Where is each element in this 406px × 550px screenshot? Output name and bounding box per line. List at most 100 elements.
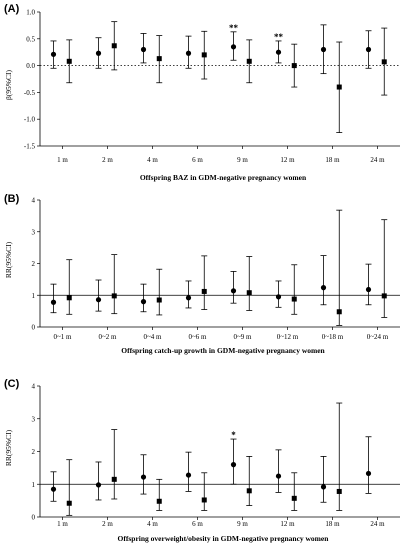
panel-b-ytick-label: 4 [32,197,36,205]
panel-a-ytick-label: 0.5 [26,35,35,43]
panel-b-ytick-label: 0 [32,324,36,332]
panel-c-point-circle [140,474,147,480]
panel-c-ytick-label: 1 [32,481,36,489]
panel-c-point-square [291,495,297,501]
panel-c-xlabel: Offspring overweight/obesity in GDM-nega… [118,534,330,543]
panel-b: (B) RR(95%CI) Offspring catch-up growth … [4,193,400,355]
panel-a-xlabel: Offspring BAZ in GDM-negative pregnancy … [140,173,307,182]
panel-b-xtick-label: 0~2 m [99,333,118,341]
panel-c-xtick-label: 2 m [102,520,113,528]
panel-a-point-circle [140,46,147,53]
panel-b-point-circle [320,285,327,291]
panel-b-marks: 0 1 2 3 4 0~1 m 0~2 m 0~4 m 0~6 m 0~9 m 0~12 m 0~18… [32,197,400,341]
panel-b-point-square [156,297,162,303]
panel-a-point-square [156,56,162,62]
panel-b-xtick-label: 0~24 m [367,333,389,341]
panel-c-xtick-label: 6 m [192,520,203,528]
panel-c-ytick-label: 3 [32,415,36,423]
panel-c-point-square [66,500,72,506]
panel-a-point-circle [320,46,327,53]
panel-c-ytick-label: 2 [32,448,36,456]
panel-a-point-square [111,43,117,49]
panel-b-xlabel: Offspring catch-up growth in GDM-negativ… [121,346,325,355]
panel-c: (C) RR(95%CI) Offspring overweight/obesi… [4,378,400,543]
panel-a-letter: (A) [4,3,20,15]
panel-a-xtick-label: 9 m [237,156,248,164]
panel-a-xtick-label: 4 m [147,156,158,164]
panel-b-xtick-label: 0~12 m [277,333,299,341]
panel-b-point-square [336,309,342,315]
panel-c-point-circle [275,473,282,479]
panel-c-point-square [201,497,207,503]
panel-c-xtick-label: 18 m [325,520,340,528]
panel-b-point-circle [50,299,57,305]
panel-c-letter: (C) [4,378,20,390]
panel-a-point-circle [95,50,102,56]
panel-c-point-circle [230,462,237,468]
panel-c-point-circle [365,470,372,477]
panel-b-point-square [381,293,387,299]
panel-a-ytick-label: -1.5 [24,143,36,151]
panel-a-point-circle [185,50,192,56]
panel-b-point-circle [140,299,147,305]
panel-b-point-square [246,290,252,296]
panel-c-xtick-label: 12 m [280,520,295,528]
panel-a-point-square [66,58,72,64]
panel-a-point-circle [230,44,237,50]
panel-b-point-square [201,288,207,294]
panel-c-point-circle [185,472,192,478]
panel-a-xtick-label: 1 m [57,156,68,164]
panel-b-letter: (B) [4,193,20,205]
panel-a-point-circle [275,49,282,55]
panel-c-xtick-label: 4 m [147,520,158,528]
panel-c-ytick-label: 4 [32,383,36,391]
panel-a-significance-label: ** [229,23,239,33]
panel-c-significance-label: * [231,430,236,440]
panel-a-ytick-label: -1.0 [24,116,36,124]
panel-a: (A) β(95%CI) Offspring BAZ in GDM-negati… [4,3,400,182]
panel-c-xtick-label: 1 m [57,520,68,528]
panel-b-xtick-label: 0~4 m [144,333,163,341]
panel-a-point-square [291,63,297,69]
panel-b-xtick-label: 0~6 m [189,333,208,341]
panel-b-point-circle [365,286,372,293]
panel-a-ytick-label: 1.0 [26,9,35,17]
panel-a-significance-label: ** [274,32,284,42]
panel-b-point-circle [185,295,192,301]
panel-b-point-circle [95,297,102,303]
panel-c-point-square [246,488,252,494]
panel-b-ytick-label: 2 [32,260,36,268]
panel-b-ytick-label: 3 [32,228,36,236]
panel-a-point-circle [50,51,57,57]
panel-a-xtick-label: 24 m [370,156,385,164]
panel-a-xtick-label: 2 m [102,156,113,164]
panel-b-point-circle [230,288,237,294]
panel-a-ytick-label: -0.5 [24,89,36,97]
panel-c-point-circle [320,484,327,490]
panel-a-point-square [246,58,252,64]
panel-c-point-square [336,488,342,494]
panel-c-point-square [156,498,162,504]
panel-a-ytick-label: 0.0 [26,62,35,70]
panel-b-xtick-label: 0~18 m [322,333,344,341]
panel-b-ylabel: RR(95%CI) [4,241,13,278]
panel-c-point-circle [50,486,57,492]
panel-b-point-square [66,295,72,301]
panel-c-point-square [111,476,117,482]
panel-c-xtick-label: 9 m [237,520,248,528]
panel-b-point-circle [275,294,282,300]
panel-c-marks: 0 1 2 3 4 1 m 2 m 4 m 6 m 9 m 12 m 18 m 24 m * [32,383,400,528]
panel-a-xtick-label: 12 m [280,156,295,164]
panel-a-point-circle [365,46,372,53]
panel-b-point-square [291,296,297,302]
panel-a-point-square [201,52,207,58]
panel-b-ytick-label: 1 [32,292,36,300]
panel-a-marks: 1.0 0.5 0.0 -0.5 -1.0 -1.5 1 m 2 m 4 m 6 m 9 m 12 m… [24,9,400,164]
panel-b-point-square [111,293,117,299]
panel-b-xtick-label: 0~9 m [234,333,253,341]
panel-c-xtick-label: 24 m [370,520,385,528]
panel-a-point-square [336,84,342,90]
panel-b-xtick-label: 0~1 m [54,333,73,341]
panel-a-xtick-label: 6 m [192,156,203,164]
